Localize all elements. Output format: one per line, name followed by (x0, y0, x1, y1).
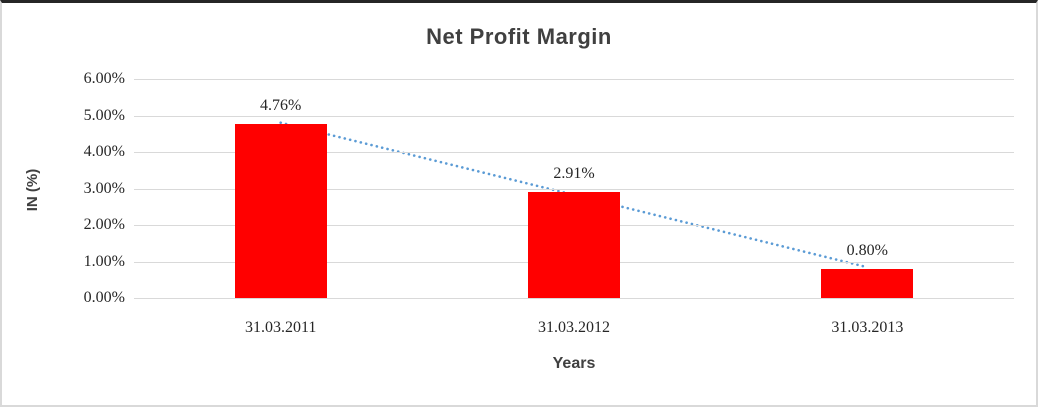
bar-31.03.2012 (528, 191, 620, 298)
y-tick-label: 3.00% (83, 179, 125, 197)
y-tick-label: 1.00% (83, 252, 125, 270)
data-label: 2.91% (553, 164, 595, 182)
gridline (134, 152, 1014, 153)
x-category-label: 31.03.2012 (538, 319, 610, 336)
bar-31.03.2013 (821, 268, 914, 298)
x-axis-title: Years (552, 355, 596, 372)
bar-31.03.2011 (234, 124, 327, 298)
x-category-label: 31.03.2013 (831, 319, 904, 336)
y-tick-label: 0.00% (83, 289, 125, 306)
gridline (134, 115, 1014, 117)
data-label: 0.80% (846, 241, 888, 259)
y-tick-label: 6.00% (83, 70, 125, 87)
y-tick-label: 5.00% (83, 106, 125, 124)
chart-title: Net Profit Margin (426, 24, 612, 49)
gridline (134, 188, 1014, 190)
gridline (134, 298, 1014, 299)
y-tick-label: 4.00% (83, 143, 125, 160)
trendline-layer (279, 121, 869, 269)
x-category-label: 31.03.2011 (244, 319, 317, 336)
y-tick-label: 2.00% (83, 216, 125, 233)
gridline (134, 79, 1014, 80)
data-label: 4.76% (259, 97, 302, 115)
